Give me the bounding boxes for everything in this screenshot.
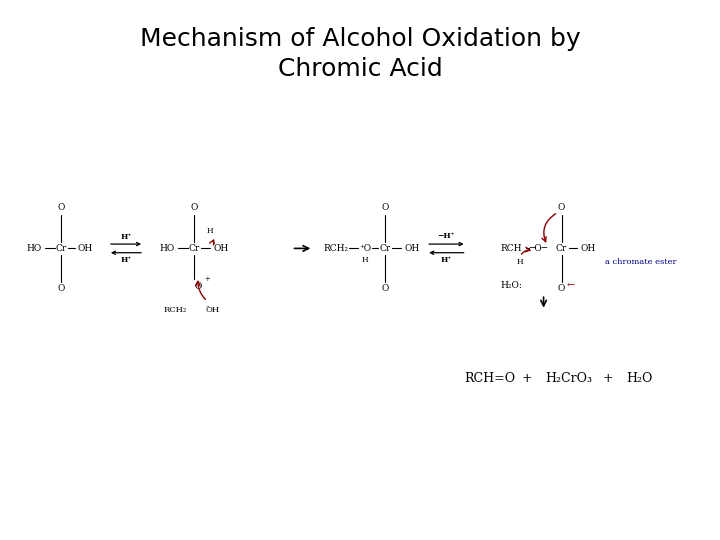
Text: H: H bbox=[516, 258, 523, 266]
Text: RCH: RCH bbox=[500, 244, 522, 253]
Text: +: + bbox=[603, 372, 613, 384]
Text: RCH₂: RCH₂ bbox=[324, 244, 348, 253]
Text: Cr: Cr bbox=[379, 244, 391, 253]
Text: Cr: Cr bbox=[55, 244, 67, 253]
Text: +: + bbox=[204, 275, 210, 283]
Text: O: O bbox=[382, 285, 389, 293]
Text: OH: OH bbox=[205, 307, 220, 314]
Text: OH: OH bbox=[77, 244, 93, 253]
Text: ··: ·· bbox=[206, 302, 210, 310]
Text: a chromate ester: a chromate ester bbox=[605, 258, 676, 266]
Text: H₂CrO₃: H₂CrO₃ bbox=[545, 372, 593, 384]
Text: OH: OH bbox=[580, 244, 596, 253]
Text: H: H bbox=[361, 256, 369, 264]
Text: O: O bbox=[58, 285, 65, 293]
Text: O: O bbox=[58, 204, 65, 212]
Text: H₂O: H₂O bbox=[626, 372, 652, 384]
Text: ←: ← bbox=[566, 282, 575, 291]
Text: +: + bbox=[522, 372, 532, 384]
Text: RCH₂: RCH₂ bbox=[164, 307, 187, 314]
Text: Cr: Cr bbox=[556, 244, 567, 253]
Text: O: O bbox=[191, 204, 198, 212]
Text: O: O bbox=[194, 282, 202, 291]
Text: H: H bbox=[207, 227, 214, 235]
Text: HO: HO bbox=[159, 244, 175, 253]
Text: OH: OH bbox=[404, 244, 420, 253]
Text: H⁺: H⁺ bbox=[120, 256, 132, 264]
Text: O: O bbox=[558, 285, 565, 293]
Text: RCH=O: RCH=O bbox=[464, 372, 516, 384]
Text: OH: OH bbox=[213, 244, 229, 253]
Text: ─O─: ─O─ bbox=[528, 244, 547, 253]
Text: O: O bbox=[382, 204, 389, 212]
Text: O: O bbox=[558, 204, 565, 212]
Text: −H⁺: −H⁺ bbox=[438, 232, 455, 240]
Text: H⁺: H⁺ bbox=[120, 233, 132, 240]
Text: HO: HO bbox=[26, 244, 42, 253]
Text: Mechanism of Alcohol Oxidation by
Chromic Acid: Mechanism of Alcohol Oxidation by Chromi… bbox=[140, 27, 580, 80]
Text: H₂O:: H₂O: bbox=[500, 281, 522, 289]
Text: Cr: Cr bbox=[189, 244, 200, 253]
Text: H⁺: H⁺ bbox=[441, 256, 452, 264]
Text: ⁺O: ⁺O bbox=[359, 244, 371, 253]
